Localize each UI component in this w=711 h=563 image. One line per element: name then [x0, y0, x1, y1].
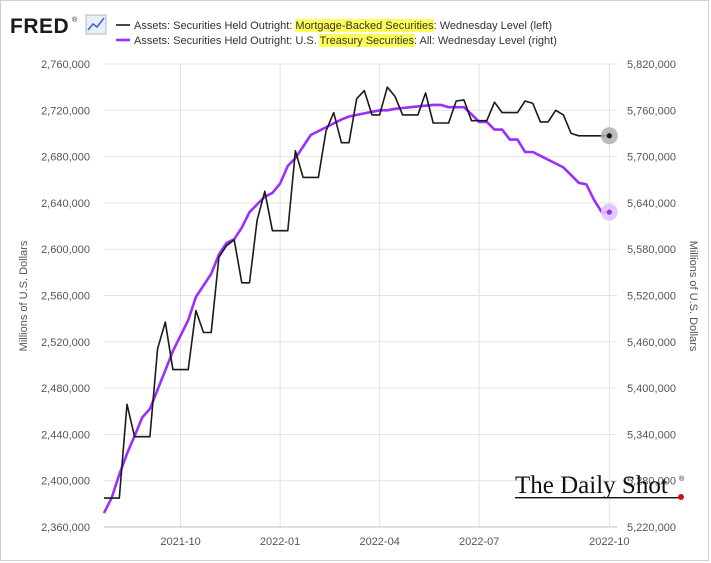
legend-highlight-text: Treasury Securities	[320, 35, 415, 47]
right-tick-label: 5,820,000	[627, 59, 676, 71]
treasury-end-marker[interactable]	[606, 209, 612, 215]
left-tick-label: 2,760,000	[41, 59, 90, 71]
left-axis-label: Millions of U.S. Dollars	[18, 240, 30, 351]
legend-text-part: Assets: Securities Held Outright:	[134, 20, 295, 32]
series-layer	[102, 86, 618, 514]
left-tick-label: 2,400,000	[41, 476, 90, 488]
legend-label: Assets: Securities Held Outright: Mortga…	[134, 20, 552, 32]
legend-text-part: Assets: Securities Held Outright: U.S.	[134, 35, 320, 47]
chart-legend: Assets: Securities Held Outright: Mortga…	[116, 19, 557, 47]
daily-shot-registered-mark: ®	[679, 475, 685, 483]
legend-highlight-box	[294, 19, 435, 32]
left-tick-label: 2,600,000	[41, 244, 90, 256]
left-tick-label: 2,360,000	[41, 522, 90, 534]
left-tick-label: 2,640,000	[41, 198, 90, 210]
x-tick-label: 2022-04	[359, 536, 399, 548]
right-tick-label: 5,340,000	[627, 429, 676, 441]
right-tick-label: 5,520,000	[627, 291, 676, 303]
x-tick-label: 2022-07	[459, 536, 499, 548]
left-tick-label: 2,480,000	[41, 383, 90, 395]
right-tick-label: 5,760,000	[627, 105, 676, 117]
daily-shot-watermark: The Daily Shot ®	[515, 472, 685, 500]
right-tick-label: 5,700,000	[627, 152, 676, 164]
right-tick-label: 5,400,000	[627, 383, 676, 395]
mbs-end-marker[interactable]	[606, 133, 612, 139]
grid-lines	[104, 63, 617, 528]
x-tick-label: 2021-10	[160, 536, 200, 548]
fred-registered-mark: ®	[72, 16, 78, 24]
x-axis-ticks: 2021-10 2022-01 2022-04 2022-07 2022-10	[160, 536, 629, 548]
left-tick-label: 2,440,000	[41, 429, 90, 441]
right-tick-label: 5,280,000	[627, 476, 676, 488]
legend-item-treasury[interactable]: Assets: Securities Held Outright: U.S. T…	[116, 34, 557, 47]
right-tick-label: 5,580,000	[627, 244, 676, 256]
right-axis-ticks: 5,220,000 5,280,000 5,340,000 5,400,000 5,46…	[627, 59, 676, 534]
left-tick-label: 2,680,000	[41, 152, 90, 164]
x-tick-label: 2022-01	[260, 536, 300, 548]
watermark-dot	[678, 494, 684, 500]
fred-logo-text: FRED	[10, 15, 69, 38]
legend-item-mbs[interactable]: Assets: Securities Held Outright: Mortga…	[116, 19, 552, 32]
right-axis-label: Millions of U.S. Dollars	[687, 241, 699, 352]
left-axis-ticks: 2,360,000 2,400,000 2,440,000 2,480,000 2,52…	[41, 59, 90, 534]
left-tick-label: 2,560,000	[41, 291, 90, 303]
treasury-series-line[interactable]	[102, 103, 610, 514]
mbs-series-line[interactable]	[104, 86, 610, 499]
watermark-underline	[515, 497, 679, 499]
right-tick-label: 5,460,000	[627, 337, 676, 349]
sparkline-chart-icon	[85, 14, 107, 35]
right-tick-label: 5,640,000	[627, 198, 676, 210]
left-tick-label: 2,720,000	[41, 105, 90, 117]
fred-logo[interactable]: FRED ®	[10, 14, 107, 38]
right-tick-label: 5,220,000	[627, 522, 676, 534]
legend-text-part: : All: Wednesday Level (right)	[414, 35, 557, 47]
x-tick-label: 2022-10	[589, 536, 629, 548]
left-tick-label: 2,520,000	[41, 337, 90, 349]
daily-shot-text: The Daily Shot	[515, 472, 668, 499]
legend-label: Assets: Securities Held Outright: U.S. T…	[134, 35, 557, 47]
legend-highlight-text: Mortgage-Backed Securities	[295, 20, 434, 32]
legend-highlight-box	[319, 34, 415, 47]
legend-text-part: : Wednesday Level (left)	[434, 20, 552, 32]
